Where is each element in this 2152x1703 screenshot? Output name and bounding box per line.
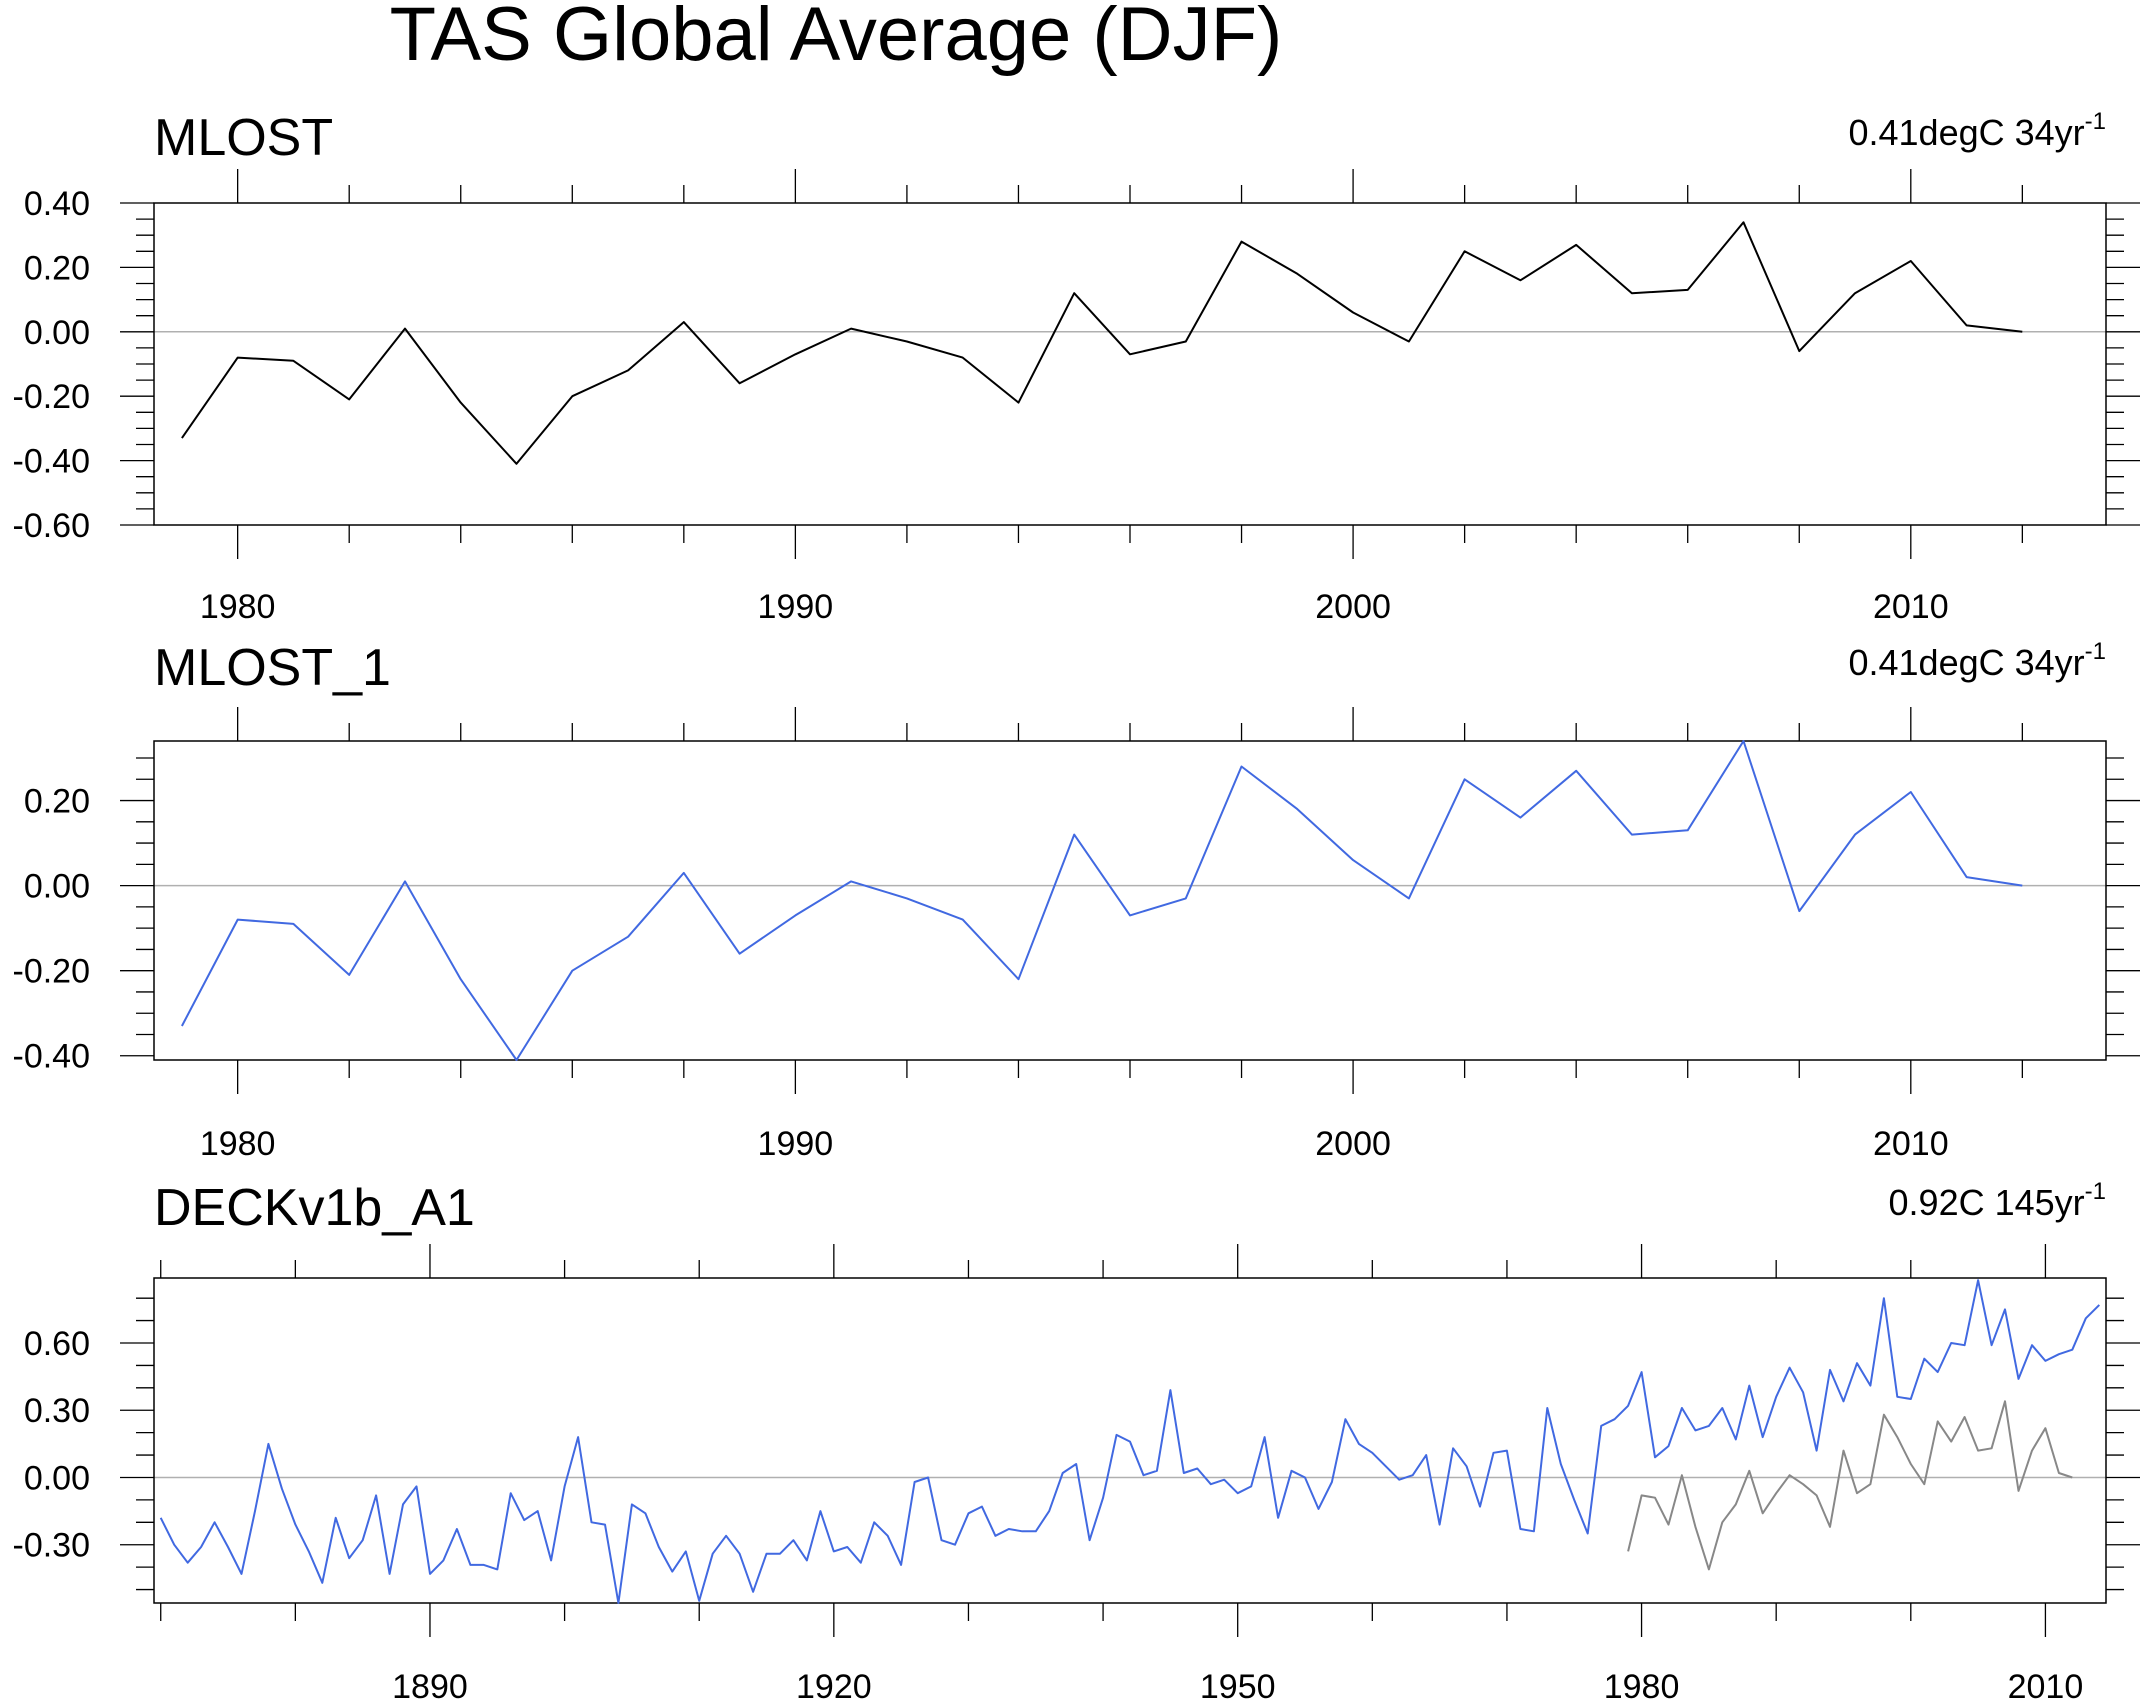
trend-annotation-sup: -1 — [2085, 638, 2106, 665]
trend-annotation-text: 0.41degC 34yr — [1848, 112, 2084, 153]
panel-title: DECKv1b_A1 — [154, 1179, 475, 1237]
trend-annotation: 0.41degC 34yr-1 — [1848, 108, 2106, 153]
y-axis: -0.60 -0.40 -0.20 0.00 0.20 0.40 — [13, 185, 2140, 545]
x-tick-label: 1890 — [392, 1668, 468, 1703]
chart-panel-1: MLOST 0.41degC 34yr-1 -0.60 -0.40 -0.20 0.00 0… — [13, 108, 2140, 626]
x-tick-label: 2000 — [1315, 588, 1391, 626]
x-tick-label: 1990 — [758, 1125, 834, 1163]
x-tick-label: 2010 — [1873, 1125, 1949, 1163]
y-tick-label: -0.60 — [13, 507, 91, 545]
plot-frame — [153, 1277, 2107, 1604]
y-axis: -0.30 0.00 0.30 0.60 — [13, 1297, 2140, 1591]
y-tick-label: -0.30 — [13, 1527, 91, 1565]
y-tick-label: 0.30 — [24, 1392, 90, 1430]
x-tick-label: 2000 — [1315, 1125, 1391, 1163]
x-axis: 1890 1920 1950 1980 2010 — [160, 1244, 2084, 1703]
x-axis: 1980 1990 2000 2010 — [200, 707, 2023, 1163]
trend-annotation-text: 0.92C 145yr — [1889, 1182, 2085, 1223]
chart-panel-3: DECKv1b_A1 0.92C 145yr-1 -0.30 0.00 0.30 0.60… — [13, 1178, 2140, 1703]
trend-annotation-text: 0.41degC 34yr — [1848, 642, 2084, 683]
series-line-1 — [159, 1279, 2101, 1604]
x-tick-label: 1980 — [200, 588, 276, 626]
y-tick-label: -0.40 — [13, 443, 91, 481]
series-line-2 — [1627, 1400, 2073, 1571]
panels: MLOST 0.41degC 34yr-1-0.60-0.40-0.200.000… — [13, 108, 2140, 1703]
x-tick-label: 2010 — [1873, 588, 1949, 626]
x-tick-label: 1990 — [758, 588, 834, 626]
series-line-1 — [181, 740, 2023, 1061]
x-tick-label: 1980 — [1604, 1668, 1680, 1703]
y-axis: -0.40 -0.20 0.00 0.20 — [13, 757, 2140, 1076]
figure-title: TAS Global Average (DJF) — [390, 0, 1283, 77]
y-tick-label: 0.00 — [24, 868, 90, 906]
trend-annotation-sup: -1 — [2085, 108, 2106, 135]
x-tick-label: 1920 — [796, 1668, 872, 1703]
panel-title: MLOST — [154, 109, 333, 167]
y-tick-label: -0.20 — [13, 953, 91, 991]
y-tick-label: 0.00 — [24, 314, 90, 352]
y-tick-label: -0.20 — [13, 378, 91, 416]
trend-annotation: 0.92C 145yr-1 — [1889, 1178, 2106, 1223]
y-tick-label: -0.40 — [13, 1038, 91, 1076]
y-tick-label: 0.20 — [24, 249, 90, 287]
chart-panel-2: MLOST_1 0.41degC 34yr-1 -0.40 -0.20 0.00 0.20… — [13, 638, 2140, 1163]
trend-annotation: 0.41degC 34yr-1 — [1848, 638, 2106, 683]
panel-title: MLOST_1 — [154, 639, 391, 697]
x-tick-label: 1950 — [1200, 1668, 1276, 1703]
x-tick-label: 2010 — [2008, 1668, 2084, 1703]
x-axis: 1980 1990 2000 2010 — [200, 169, 2023, 626]
y-tick-label: 0.60 — [24, 1325, 90, 1363]
trend-annotation-sup: -1 — [2085, 1178, 2106, 1205]
y-tick-label: 0.20 — [24, 783, 90, 821]
plot-frame — [153, 202, 2107, 526]
plot-frame — [153, 740, 2107, 1061]
series-line-1 — [181, 221, 2023, 465]
y-tick-label: 0.40 — [24, 185, 90, 223]
y-tick-label: 0.00 — [24, 1459, 90, 1497]
x-tick-label: 1980 — [200, 1125, 276, 1163]
